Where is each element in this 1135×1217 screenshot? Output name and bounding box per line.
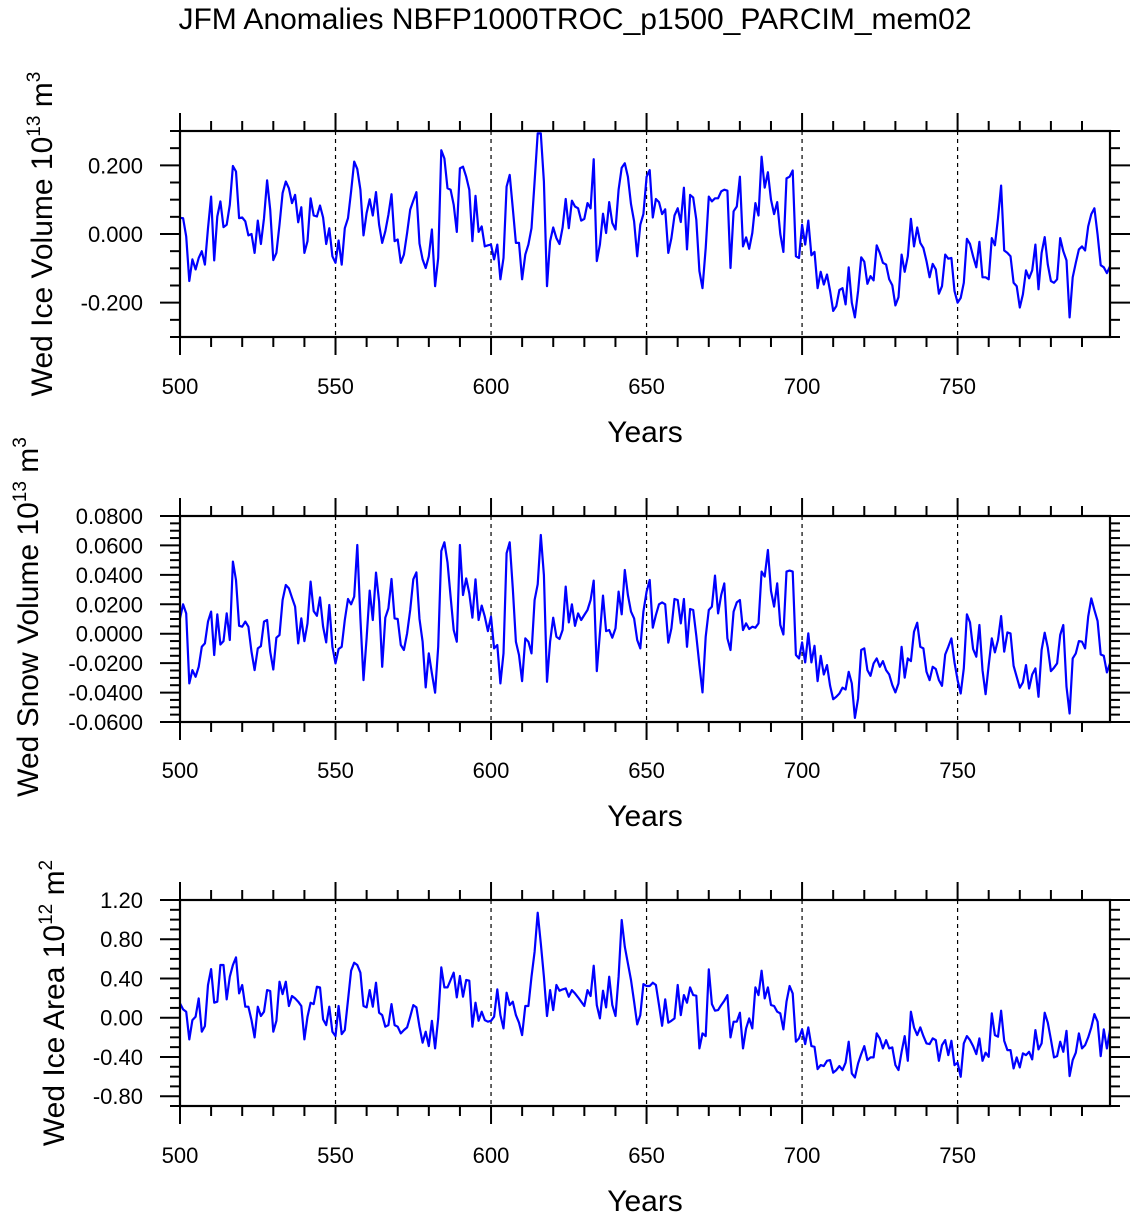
plot-frame xyxy=(178,129,1112,339)
x-tick-label: 550 xyxy=(317,758,354,783)
y-axis-title: Wed Snow Volume 1013 m3 xyxy=(10,437,45,797)
series-line xyxy=(179,132,1112,319)
y-tick-label: 0.40 xyxy=(100,966,143,991)
y-tick-label: 0.0200 xyxy=(76,592,143,617)
y-axis-title-text: Wed Ice Volume 10 xyxy=(26,137,59,397)
x-tick-label: 750 xyxy=(939,374,976,399)
y-axis-title-unit: m xyxy=(26,82,59,115)
x-axis-title: Years xyxy=(607,800,683,833)
x-tick-label: 650 xyxy=(628,1143,665,1168)
x-tick-label: 750 xyxy=(939,758,976,783)
x-tick-label: 600 xyxy=(473,374,510,399)
x-tick-label: 650 xyxy=(628,758,665,783)
x-tick-label: 750 xyxy=(939,1143,976,1168)
x-tick-label: 700 xyxy=(784,374,821,399)
figure-title: JFM Anomalies NBFP1000TROC_p1500_PARCIM_… xyxy=(178,3,971,36)
y-axis-title-unit-exponent: 2 xyxy=(36,860,57,871)
series-line xyxy=(178,533,1112,720)
y-tick-label: 0.0600 xyxy=(76,533,143,558)
y-tick-label: -0.0200 xyxy=(68,651,143,676)
series-line xyxy=(179,911,1112,1079)
x-tick-label: 500 xyxy=(162,374,199,399)
y-tick-label: -0.200 xyxy=(81,291,143,316)
y-axis-title-unit-exponent: 3 xyxy=(10,437,31,448)
y-tick-label: -0.0400 xyxy=(68,681,143,706)
panel-1: 500 550 600 650 700 750 Years 0.200 0.000 -0.200 W… xyxy=(24,72,1130,449)
y-tick-label: -0.80 xyxy=(93,1084,143,1109)
panel-3: 500 550 600 650 700 750 Years 1.20 0.80 0.40 0.00 -… xyxy=(36,860,1130,1217)
x-tick-label: 700 xyxy=(784,1143,821,1168)
x-tick-label: 500 xyxy=(162,758,199,783)
y-tick-label: 0.0400 xyxy=(76,563,143,588)
y-axis-title: Wed Ice Area 1012 m2 xyxy=(36,860,71,1146)
y-tick-label: 0.0800 xyxy=(76,504,143,529)
y-axis-title-exponent: 12 xyxy=(36,904,57,925)
y-tick-label: -0.40 xyxy=(93,1045,143,1070)
y-axis-title: Wed Ice Volume 1013 m3 xyxy=(24,72,59,397)
plot-frame xyxy=(178,898,1112,1108)
x-tick-label: 600 xyxy=(473,1143,510,1168)
x-tick-label: 550 xyxy=(317,374,354,399)
y-axis-title-unit-exponent: 3 xyxy=(24,72,45,83)
y-axis-title-exponent: 13 xyxy=(10,481,31,502)
x-tick-label: 550 xyxy=(317,1143,354,1168)
y-axis-title-text: Wed Snow Volume 10 xyxy=(12,502,45,797)
x-tick-label: 700 xyxy=(784,758,821,783)
y-axis-title-unit: m xyxy=(12,448,45,481)
plot-frame xyxy=(178,514,1112,724)
y-tick-label: 0.0000 xyxy=(76,622,143,647)
x-axis-title: Years xyxy=(607,1185,683,1217)
y-axis-title-text: Wed Ice Area 10 xyxy=(38,925,71,1146)
y-tick-label: -0.0600 xyxy=(68,710,143,735)
panel-2: 500 550 600 650 700 750 Years 0.0800 0.0600 0.040… xyxy=(10,437,1130,833)
y-axis-title-unit: m xyxy=(38,870,71,903)
y-tick-label: 0.000 xyxy=(88,222,143,247)
y-axis-title-exponent: 13 xyxy=(24,116,45,137)
y-tick-label: 1.20 xyxy=(100,888,143,913)
y-tick-label: 0.80 xyxy=(100,927,143,952)
x-axis-title: Years xyxy=(607,416,683,449)
y-tick-label: 0.200 xyxy=(88,153,143,178)
x-tick-label: 650 xyxy=(628,374,665,399)
y-tick-label: 0.00 xyxy=(100,1006,143,1031)
x-tick-label: 600 xyxy=(473,758,510,783)
x-tick-label: 500 xyxy=(162,1143,199,1168)
